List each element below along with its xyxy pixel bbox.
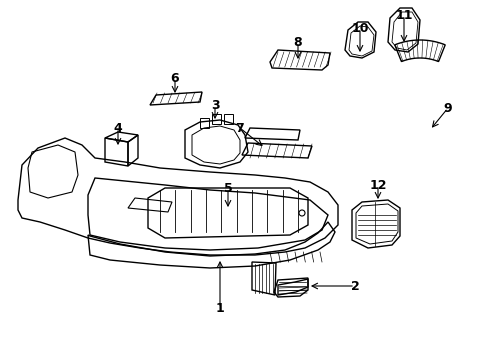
Text: 1: 1 bbox=[215, 302, 224, 315]
Text: 11: 11 bbox=[394, 9, 412, 22]
Text: 12: 12 bbox=[368, 179, 386, 192]
Text: 9: 9 bbox=[443, 102, 451, 114]
Text: 7: 7 bbox=[235, 122, 244, 135]
Text: 8: 8 bbox=[293, 36, 302, 49]
Text: 3: 3 bbox=[210, 99, 219, 112]
Text: 10: 10 bbox=[350, 22, 368, 35]
Text: 2: 2 bbox=[350, 279, 359, 292]
Text: 5: 5 bbox=[223, 181, 232, 194]
Text: 4: 4 bbox=[113, 122, 122, 135]
Text: 6: 6 bbox=[170, 72, 179, 85]
